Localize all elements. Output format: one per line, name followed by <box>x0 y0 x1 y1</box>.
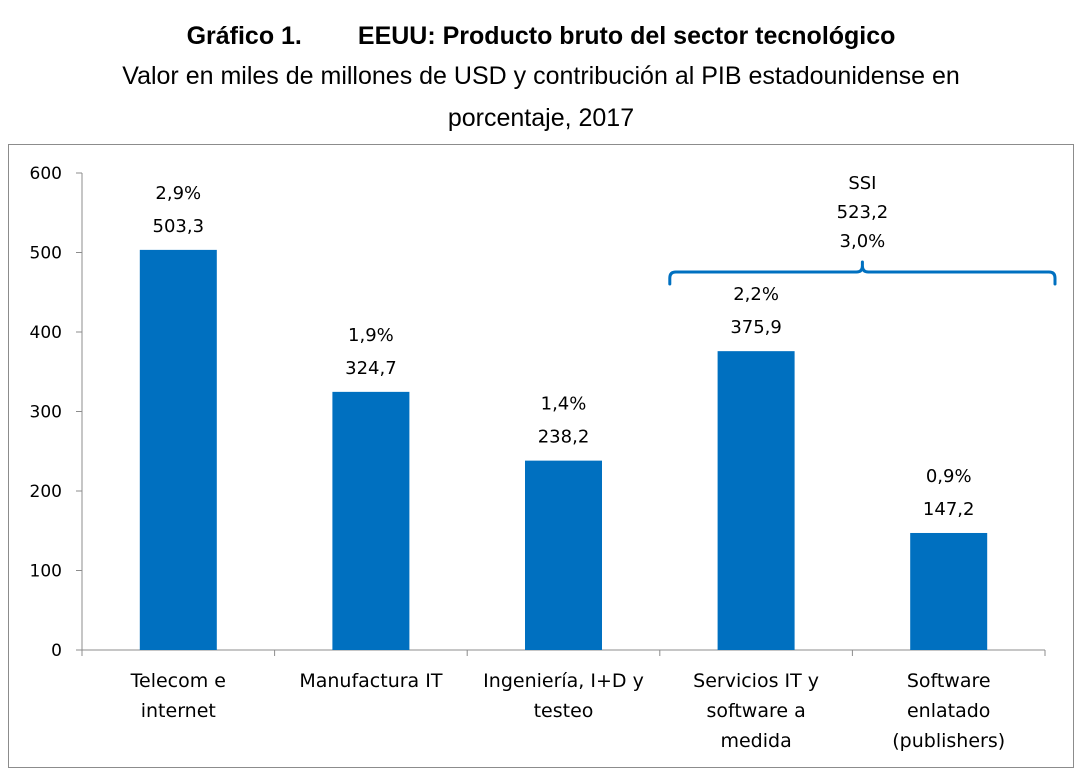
category-label: internet <box>141 700 216 722</box>
chart-title: Gráfico 1. EEUU: Producto bruto del secto… <box>0 22 1082 51</box>
y-tick-label: 0 <box>51 641 62 661</box>
category-label: testeo <box>534 700 594 722</box>
percent-label: 2,2% <box>733 284 779 305</box>
figure-title: EEUU: Producto bruto del sector tecnológ… <box>357 22 896 50</box>
value-label: 324,7 <box>345 358 397 379</box>
group-bracket <box>668 260 1057 286</box>
category-label: enlatado <box>907 700 990 722</box>
chart-labels: 503,3 2,9% Telecom e internet 324,7 1,9% Manuf… <box>130 183 1006 752</box>
y-tick-label: 100 <box>30 562 62 582</box>
bar <box>717 351 795 650</box>
figure-number: Gráfico 1. <box>186 22 302 50</box>
category-label: Servicios IT y <box>693 670 819 692</box>
annotation-label: 523,2 <box>837 202 889 223</box>
bar <box>139 249 217 650</box>
chart-bars <box>139 249 988 650</box>
category-label: medida <box>720 730 791 752</box>
percent-label: 1,9% <box>348 325 394 346</box>
category-label: (publishers) <box>892 730 1005 752</box>
value-label: 238,2 <box>538 427 590 448</box>
bar <box>525 460 602 650</box>
ssi-annotation: SSI 523,2 3,0% <box>668 173 1057 286</box>
category-label: Telecom e <box>130 670 226 692</box>
annotation-label: SSI <box>848 173 876 194</box>
category-label: Ingeniería, I+D y <box>483 670 644 692</box>
category-label: software a <box>706 700 805 722</box>
annotation-label: 3,0% <box>840 231 886 252</box>
value-label: 503,3 <box>153 216 205 237</box>
chart-subtitle-line-1: Valor en miles de millones de USD y cont… <box>122 62 960 90</box>
category-label: Software <box>907 670 991 692</box>
percent-label: 1,4% <box>541 394 587 415</box>
y-tick-label: 400 <box>30 323 62 343</box>
chart-subtitle-line-2: porcentaje, 2017 <box>447 104 635 132</box>
y-tick-label: 300 <box>30 403 62 423</box>
bar <box>332 391 410 650</box>
bar <box>910 532 988 650</box>
y-tick-label: 500 <box>30 244 62 264</box>
y-tick-label: 200 <box>30 482 62 502</box>
y-tick-label: 600 <box>30 164 62 184</box>
percent-label: 0,9% <box>926 466 972 487</box>
value-label: 375,9 <box>730 317 782 338</box>
chart-frame <box>8 144 1074 768</box>
value-label: 147,2 <box>923 499 975 520</box>
percent-label: 2,9% <box>155 183 201 204</box>
category-label: Manufactura IT <box>299 670 442 692</box>
